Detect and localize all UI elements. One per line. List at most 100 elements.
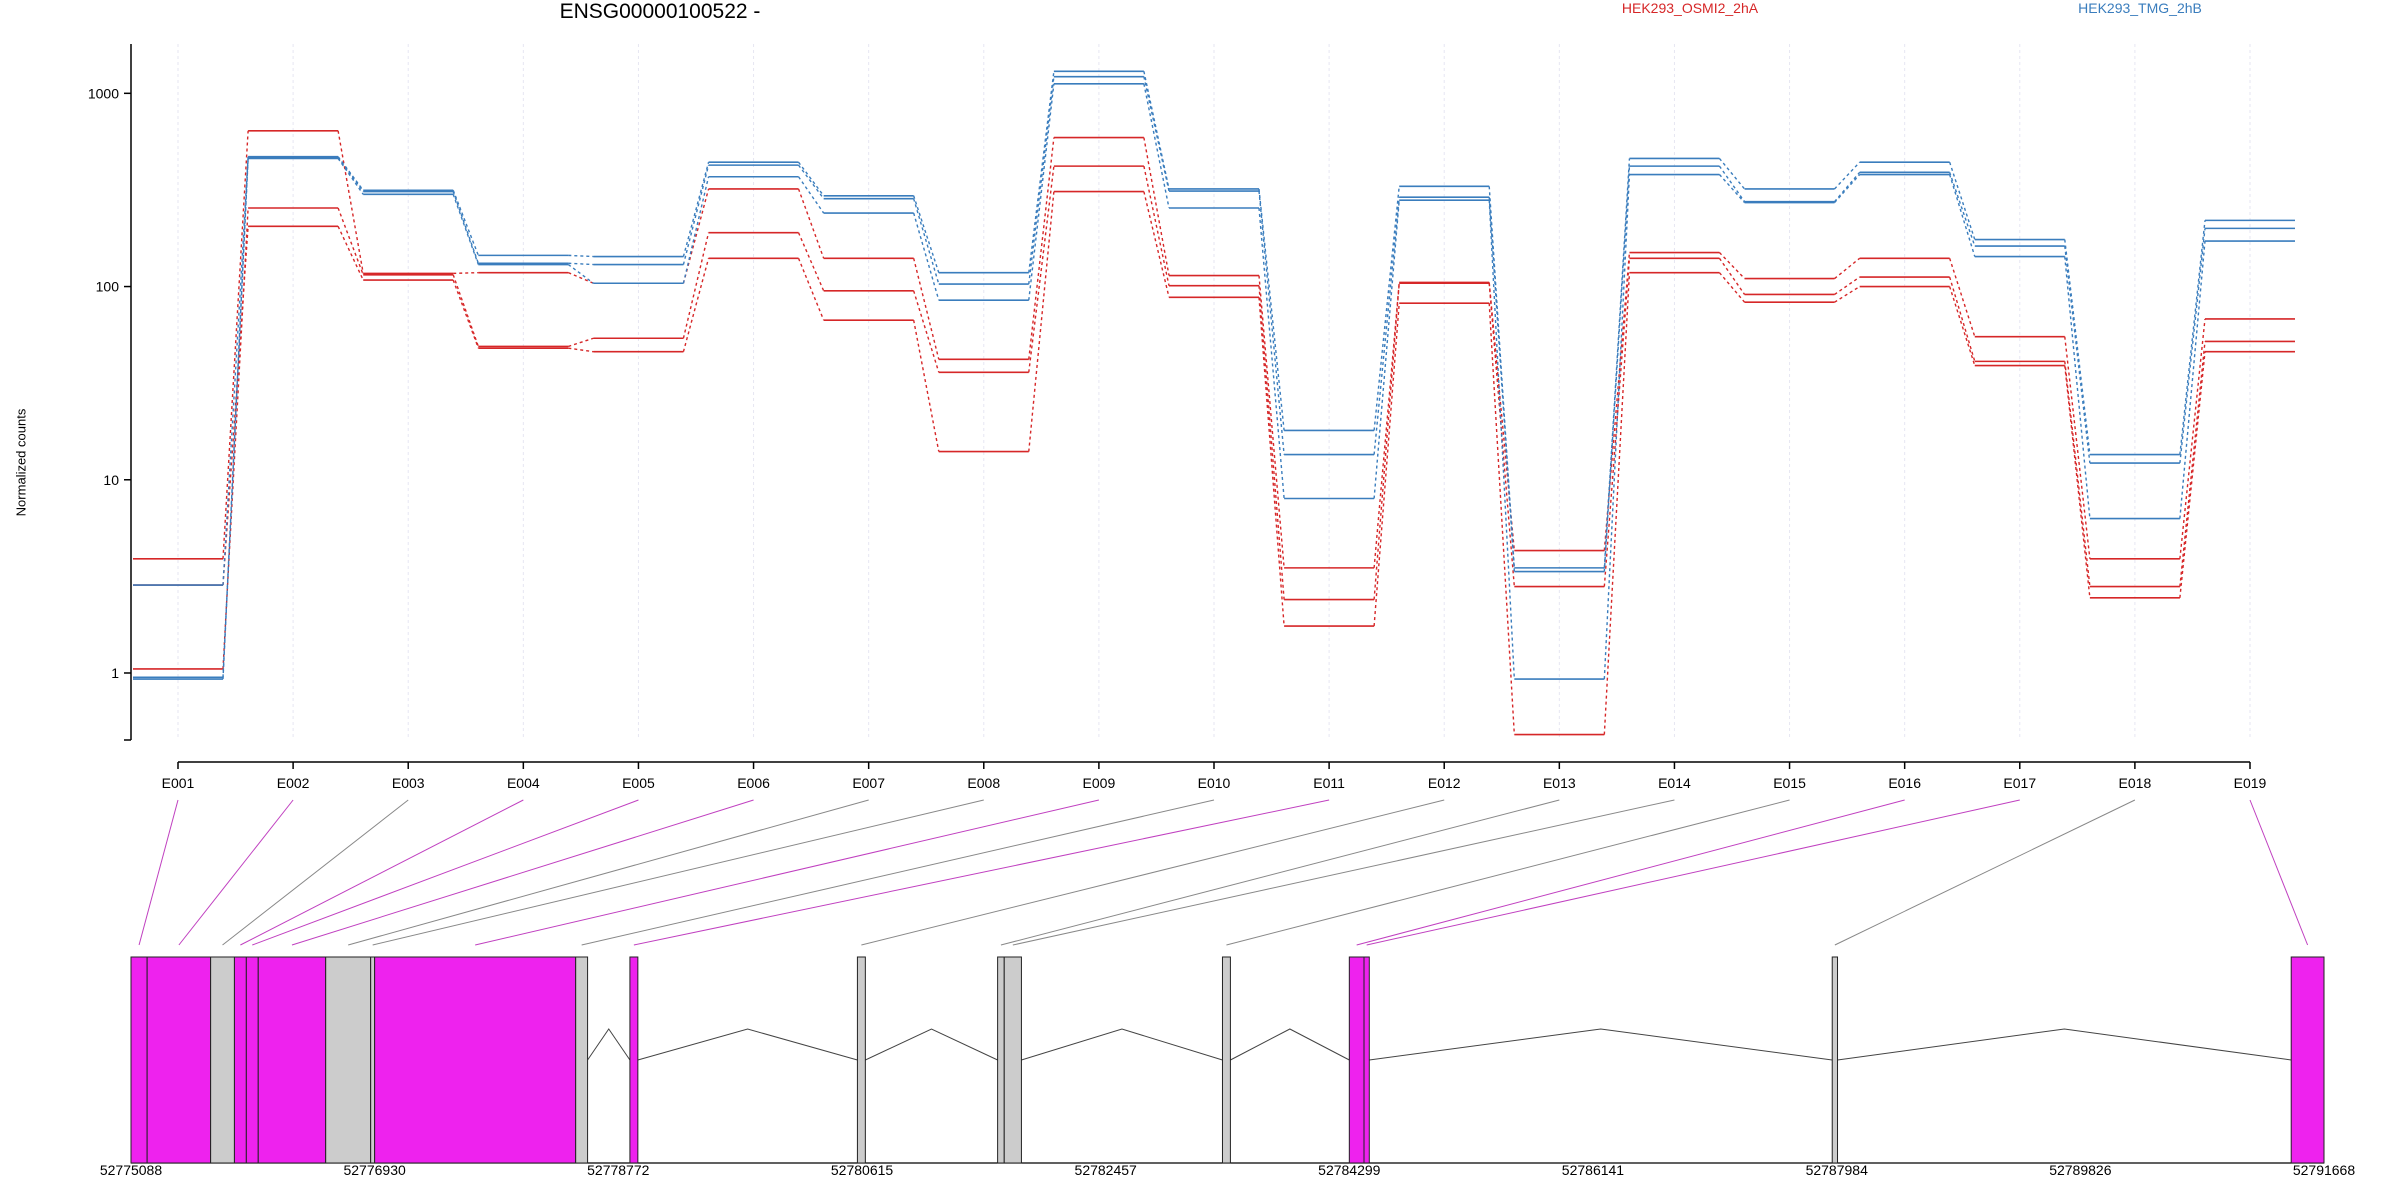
exon-block xyxy=(233,956,247,1164)
exon-connector xyxy=(1356,799,1905,946)
series-connector xyxy=(1258,275,1285,568)
series-connector xyxy=(1373,186,1400,431)
exon-connector xyxy=(1000,799,1560,946)
series-connector xyxy=(1258,190,1285,455)
series-connector xyxy=(567,263,594,284)
series-connector xyxy=(682,164,710,265)
intron-line xyxy=(865,1028,998,1061)
y-tick-label: 100 xyxy=(96,279,120,295)
exon-connector xyxy=(348,799,869,946)
exon-block xyxy=(210,956,235,1164)
series-connector xyxy=(1373,197,1400,455)
intron-line xyxy=(1369,1028,1833,1061)
series-connector xyxy=(1488,200,1516,680)
x-tick-label: E018 xyxy=(2119,775,2152,791)
y-tick-label: 1000 xyxy=(88,85,119,101)
series-lines xyxy=(133,70,2295,736)
y-tick-label: 10 xyxy=(103,472,119,488)
series-connector xyxy=(1143,83,1170,209)
series-connector xyxy=(1718,158,1746,190)
exon-connector xyxy=(633,799,1330,946)
exon-connector xyxy=(2249,799,2309,946)
series-connector xyxy=(337,130,364,274)
exon-block xyxy=(130,956,148,1164)
series-connector xyxy=(1948,258,1976,337)
series-connector xyxy=(1718,174,1746,204)
coordinate-label: 52776930 xyxy=(343,1162,406,1178)
legend-entry-osmi2: HEK293_OSMI2_2hA xyxy=(1621,0,1759,16)
exon-block xyxy=(997,956,1005,1164)
series-connector xyxy=(912,212,940,301)
series-connector xyxy=(568,254,594,258)
x-tick-label: E017 xyxy=(2003,775,2036,791)
series-connector xyxy=(1143,191,1170,298)
x-tick-label: E005 xyxy=(622,775,655,791)
series-connector xyxy=(2179,351,2206,598)
exon-connector xyxy=(475,799,1100,946)
series-connector xyxy=(797,164,825,200)
exon-block xyxy=(325,956,372,1164)
series-connector xyxy=(797,161,825,197)
series-connector xyxy=(337,226,364,281)
x-axis: E001 E002 E003 E004 E005 E006 E007 E008 E009 E010… xyxy=(162,761,2267,791)
series-connector xyxy=(1949,172,1976,247)
series-connector xyxy=(452,190,479,256)
series-connector xyxy=(682,162,710,257)
series-connector xyxy=(568,272,594,284)
series-connector xyxy=(2064,245,2091,464)
series-connector xyxy=(1373,282,1400,568)
exon-block xyxy=(245,956,259,1164)
gene-model-track: 52775088 52776930 52778772 52780615 52782457… xyxy=(100,956,2355,1178)
series-connector xyxy=(2179,318,2206,559)
series-connector xyxy=(453,271,479,275)
series-connector xyxy=(1948,174,1976,257)
x-tick-label: E019 xyxy=(2234,775,2267,791)
exon-block xyxy=(1831,956,1839,1164)
exon-connector xyxy=(178,799,294,946)
series-connector xyxy=(2179,228,2206,464)
series-connector xyxy=(337,157,364,193)
series-connector xyxy=(1948,276,1976,362)
exon-block xyxy=(629,956,639,1164)
series-connector xyxy=(1028,191,1055,452)
coordinate-label: 52787984 xyxy=(1806,1162,1869,1178)
exon-connector xyxy=(861,799,1445,946)
exon-connector xyxy=(1226,799,1790,946)
series-connector xyxy=(1948,286,1976,366)
series-connector xyxy=(452,191,479,264)
series-connector xyxy=(1373,283,1400,600)
series-connector xyxy=(222,156,249,586)
exon-block xyxy=(1348,956,1365,1164)
x-tick-label: E012 xyxy=(1428,775,1461,791)
series-connector xyxy=(1028,83,1055,301)
x-tick-label: E004 xyxy=(507,775,540,791)
series-connector xyxy=(2064,239,2091,455)
series-connector xyxy=(912,258,940,360)
series-connector xyxy=(1258,188,1285,431)
intron-line xyxy=(1837,1028,2292,1061)
series-connector xyxy=(1143,137,1170,276)
coordinate-label: 52778772 xyxy=(587,1162,650,1178)
coordinate-label: 52789826 xyxy=(2049,1162,2112,1178)
series-connector xyxy=(682,258,710,352)
coordinate-label: 52786141 xyxy=(1562,1162,1625,1178)
exon-connector xyxy=(1834,799,2136,946)
series-connector xyxy=(337,158,364,195)
exon-block xyxy=(1003,956,1022,1164)
exon-block xyxy=(146,956,212,1164)
exon-block xyxy=(1221,956,1231,1164)
series-connector xyxy=(1718,165,1746,203)
series-connector xyxy=(1143,76,1170,192)
series-connector xyxy=(1258,285,1285,600)
series-connector xyxy=(1603,174,1631,680)
exon-block xyxy=(856,956,866,1164)
series-connector xyxy=(568,347,594,353)
series-connector xyxy=(1143,71,1170,190)
series-connector xyxy=(1028,166,1055,373)
series-connector xyxy=(1949,162,1976,240)
series-connector xyxy=(797,176,825,214)
series-connector xyxy=(912,320,940,452)
coordinate-label: 52780615 xyxy=(831,1162,894,1178)
x-tick-label: E009 xyxy=(1083,775,1116,791)
